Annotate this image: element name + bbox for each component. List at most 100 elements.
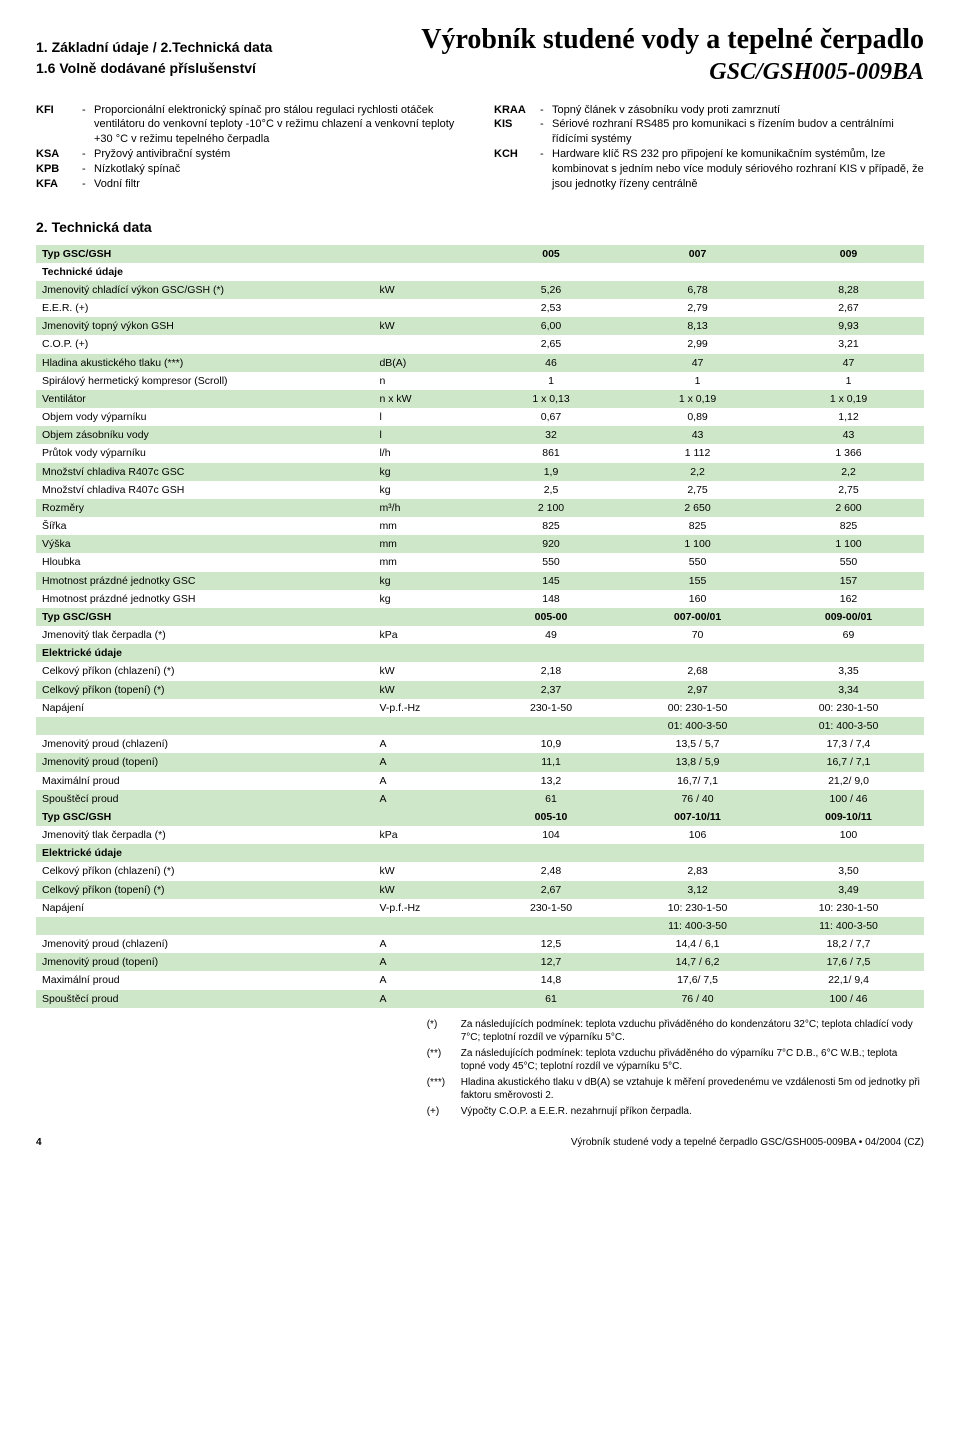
row-value: 005-00 — [480, 608, 622, 626]
row-value: 2,37 — [480, 681, 622, 699]
table-row: Objem zásobníku vodyl324343 — [36, 426, 924, 444]
row-label — [36, 917, 373, 935]
row-value: 2,2 — [622, 463, 773, 481]
row-value: 3,35 — [773, 662, 924, 680]
table-row: E.E.R. (+)2,532,792,67 — [36, 299, 924, 317]
row-value: 825 — [622, 517, 773, 535]
row-unit: kPa — [373, 826, 480, 844]
row-label: Celkový příkon (chlazení) (*) — [36, 862, 373, 880]
row-value: 550 — [773, 553, 924, 571]
row-value: 69 — [773, 626, 924, 644]
row-label: Hmotnost prázdné jednotky GSC — [36, 572, 373, 590]
row-value: 230-1-50 — [480, 699, 622, 717]
row-unit: l/h — [373, 444, 480, 462]
definition-dash: - — [82, 162, 94, 177]
definition-key: KRAA — [494, 103, 540, 118]
row-value: 1 — [773, 372, 924, 390]
row-unit: A — [373, 990, 480, 1008]
footnote-text: Za následujících podmínek: teplota vzduc… — [461, 1018, 924, 1045]
row-unit: kW — [373, 862, 480, 880]
footnote-text: Hladina akustického tlaku v dB(A) se vzt… — [461, 1076, 924, 1103]
table-row: Maximální proudA13,216,7/ 7,121,2/ 9,0 — [36, 772, 924, 790]
row-unit: n — [373, 372, 480, 390]
row-unit: m³/h — [373, 499, 480, 517]
row-value: 1 — [480, 372, 622, 390]
definition-key: KPB — [36, 162, 82, 177]
row-label: Množství chladiva R407c GSC — [36, 463, 373, 481]
row-unit — [373, 717, 480, 735]
row-value: 76 / 40 — [622, 990, 773, 1008]
row-unit — [373, 808, 480, 826]
row-value: 157 — [773, 572, 924, 590]
row-value: 825 — [773, 517, 924, 535]
table-row: 11: 400-3-5011: 400-3-50 — [36, 917, 924, 935]
header-row: 1. Základní údaje / 2.Technická data 1.6… — [36, 24, 924, 89]
definition-dash: - — [540, 147, 552, 192]
row-label: Jmenovitý proud (chlazení) — [36, 735, 373, 753]
row-value — [773, 844, 924, 862]
row-value: 550 — [480, 553, 622, 571]
section-heading-1: 1. Základní údaje / 2.Technická data — [36, 38, 272, 57]
page-subtitle: GSC/GSH005-009BA — [421, 56, 924, 88]
row-value: 007-00/01 — [622, 608, 773, 626]
row-label: Jmenovitý proud (topení) — [36, 753, 373, 771]
definition-row: KFA-Vodní filtr — [36, 177, 466, 192]
table-row: Celkový příkon (topení) (*)kW2,673,123,4… — [36, 881, 924, 899]
row-unit — [373, 608, 480, 626]
row-value: 1 x 0,19 — [773, 390, 924, 408]
definition-row: KIS-Sériové rozhraní RS485 pro komunikac… — [494, 117, 924, 147]
row-value: 2,79 — [622, 299, 773, 317]
row-label: Spirálový hermetický kompresor (Scroll) — [36, 372, 373, 390]
row-value: 10,9 — [480, 735, 622, 753]
row-label: Celkový příkon (chlazení) (*) — [36, 662, 373, 680]
row-unit — [373, 245, 480, 263]
table-row: Jmenovitý proud (chlazení)A12,514,4 / 6,… — [36, 935, 924, 953]
definition-value: Pryžový antivibrační systém — [94, 147, 466, 162]
row-value: 01: 400-3-50 — [622, 717, 773, 735]
row-value: 17,3 / 7,4 — [773, 735, 924, 753]
row-unit: kg — [373, 481, 480, 499]
row-label: Spouštěcí proud — [36, 990, 373, 1008]
row-unit: A — [373, 790, 480, 808]
definition-row: KPB-Nízkotlaký spínač — [36, 162, 466, 177]
row-label: Rozměry — [36, 499, 373, 517]
table-row: Spirálový hermetický kompresor (Scroll)n… — [36, 372, 924, 390]
row-value: 8,13 — [622, 317, 773, 335]
row-value: 43 — [773, 426, 924, 444]
row-value: 155 — [622, 572, 773, 590]
row-value: 005 — [480, 245, 622, 263]
row-value: 14,4 / 6,1 — [622, 935, 773, 953]
row-unit: mm — [373, 535, 480, 553]
row-unit: A — [373, 953, 480, 971]
row-value: 100 — [773, 826, 924, 844]
row-value: 1,12 — [773, 408, 924, 426]
row-value: 13,5 / 5,7 — [622, 735, 773, 753]
table-row: Hloubkamm550550550 — [36, 553, 924, 571]
definitions-right: KRAA-Topný článek v zásobníku vody proti… — [494, 103, 924, 192]
row-value: 106 — [622, 826, 773, 844]
row-value: 1 100 — [622, 535, 773, 553]
section-heading-1-6: 1.6 Volně dodávané příslušenství — [36, 59, 272, 78]
row-label: Jmenovitý proud (chlazení) — [36, 935, 373, 953]
row-value: 6,78 — [622, 281, 773, 299]
row-value: 76 / 40 — [622, 790, 773, 808]
row-label: Technické údaje — [36, 263, 373, 281]
footnote-text: Za následujících podmínek: teplota vzduc… — [461, 1047, 924, 1074]
row-unit: kW — [373, 281, 480, 299]
row-label: Celkový příkon (topení) (*) — [36, 681, 373, 699]
row-value: 3,50 — [773, 862, 924, 880]
table-row: Spouštěcí proudA6176 / 40100 / 46 — [36, 790, 924, 808]
footnote-key: (+) — [427, 1105, 461, 1119]
definition-value: Nízkotlaký spínač — [94, 162, 466, 177]
row-value: 1 x 0,13 — [480, 390, 622, 408]
table-row: Technické údaje — [36, 263, 924, 281]
definition-dash: - — [540, 103, 552, 118]
row-unit: A — [373, 772, 480, 790]
row-label: Ventilátor — [36, 390, 373, 408]
table-row: Maximální proudA14,817,6/ 7,522,1/ 9,4 — [36, 971, 924, 989]
definition-key: KIS — [494, 117, 540, 147]
row-unit: V-p.f.-Hz — [373, 699, 480, 717]
definitions-block: KFI-Proporcionální elektronický spínač p… — [36, 103, 924, 192]
row-label: Typ GSC/GSH — [36, 245, 373, 263]
table-row: Šířkamm825825825 — [36, 517, 924, 535]
